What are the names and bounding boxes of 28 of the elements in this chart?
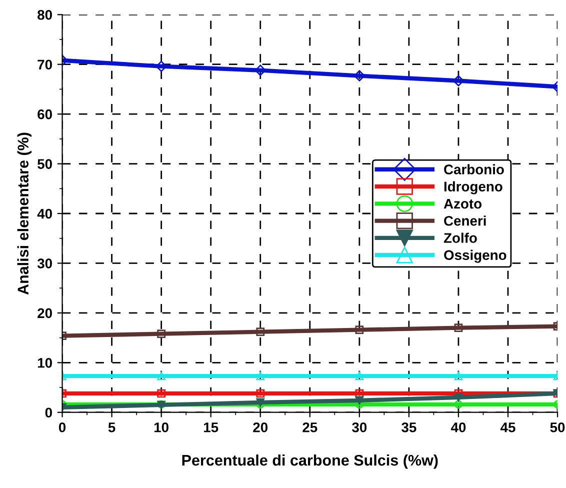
x-tick-label: 35 <box>402 422 416 432</box>
y-tick-label: 20 <box>38 308 52 318</box>
y-tick-label: 10 <box>38 358 52 368</box>
x-tick-label: 50 <box>550 422 565 432</box>
y-tick-label: 30 <box>37 258 52 268</box>
x-axis-title: Percentuale di carbone Sulcis (%w) <box>182 454 438 469</box>
x-tick-label: 40 <box>450 422 466 432</box>
y-tick-label: 40 <box>37 208 52 219</box>
y-tick-label: 70 <box>38 60 52 70</box>
y-tick-label: 0 <box>45 408 52 418</box>
legend-label: Carbonio <box>444 164 504 174</box>
x-tick-label: 10 <box>154 422 168 432</box>
y-tick-label: 80 <box>38 10 52 20</box>
x-tick-label: 25 <box>302 422 318 432</box>
legend-label: Zolfo <box>444 232 477 243</box>
x-tick-label: 30 <box>352 422 367 432</box>
x-tick-label: 45 <box>500 422 516 432</box>
legend-label: Ceneri <box>444 216 486 226</box>
legend-label: Azoto <box>444 198 482 209</box>
y-axis-title: Analisi elementare (%) <box>17 132 32 295</box>
x-tick-label: 5 <box>108 422 116 432</box>
x-tick-label: 15 <box>204 422 218 432</box>
y-tick-label: 60 <box>38 109 52 120</box>
y-tick-label: 50 <box>38 159 52 169</box>
x-tick-label: 20 <box>253 422 268 432</box>
legend-label: Idrogeno <box>444 181 502 194</box>
legend-label: Ossigeno <box>444 250 506 263</box>
x-tick-label: 0 <box>58 422 66 432</box>
